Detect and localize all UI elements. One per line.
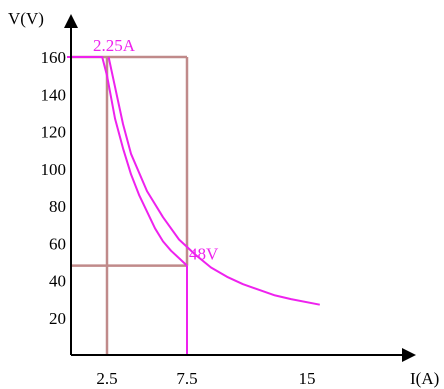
y-tick-label: 20 <box>49 309 66 328</box>
curves <box>67 56 320 355</box>
x-axis-title: I(A) <box>410 369 439 388</box>
y-axis-arrow <box>64 14 78 28</box>
y-tick-label: 120 <box>41 123 67 142</box>
reference-lines <box>71 55 189 355</box>
tick-labels: 20 40 60 80 100 120 140 160 2.5 7.5 15 <box>41 48 316 388</box>
y-tick-label: 140 <box>41 85 67 104</box>
x-tick-label: 15 <box>299 369 316 388</box>
annotation-voltage: 48V <box>189 245 219 264</box>
x-tick-label: 2.5 <box>96 369 117 388</box>
y-tick-label: 80 <box>49 197 66 216</box>
y-tick-label: 160 <box>41 48 67 67</box>
annotations: 2.25A 48V <box>93 36 219 264</box>
x-axis-arrow <box>402 348 416 362</box>
axes <box>64 14 416 362</box>
curve-series-1 <box>67 56 188 267</box>
y-tick-label: 60 <box>49 234 66 253</box>
x-tick-label: 7.5 <box>176 369 197 388</box>
curve-series-2 <box>107 56 320 306</box>
y-tick-label: 40 <box>49 272 66 291</box>
annotation-current: 2.25A <box>93 36 136 55</box>
y-axis-title: V(V) <box>8 9 44 28</box>
y-tick-label: 100 <box>41 160 67 179</box>
